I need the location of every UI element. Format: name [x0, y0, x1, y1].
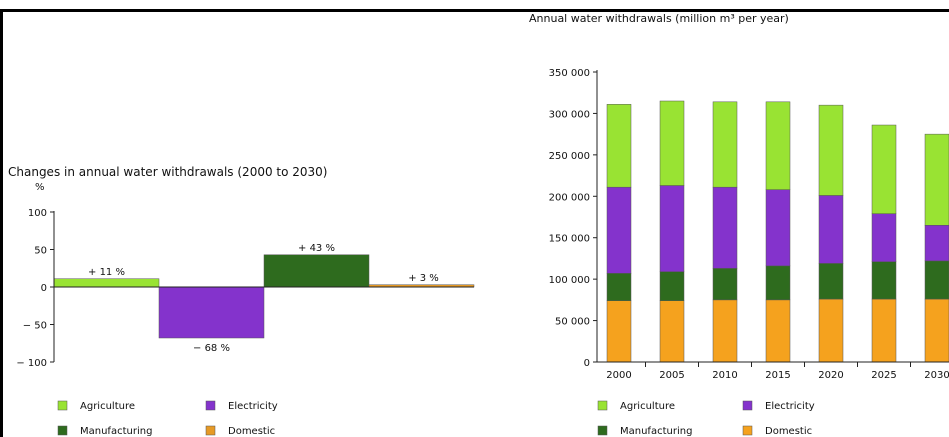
left-bar-manufacturing: [264, 255, 369, 287]
right-bar-2025-domestic: [872, 299, 896, 362]
left-y-tick-label: 50: [34, 246, 47, 257]
right-bars: [607, 101, 949, 362]
right-bar-2010-manufacturing: [713, 268, 737, 299]
right-y-ticks: 350 000 300 000 250 000 200 000 150 000 100 0…: [549, 68, 597, 369]
left-data-label: + 43 %: [298, 243, 335, 254]
right-y-tick-label: 350 000: [549, 68, 590, 79]
legend_left-label: Electricity: [228, 401, 278, 412]
right-bar-2015-domestic: [766, 300, 790, 362]
right-x-tick-label: 2005: [659, 370, 684, 381]
legend_left-label: Domestic: [228, 426, 275, 437]
left-y-tick-label: − 50: [23, 321, 47, 332]
right-bar-2025-electricity: [872, 214, 896, 262]
left-data-label: + 11 %: [88, 267, 125, 278]
legend_left-swatch-agriculture: [58, 401, 67, 410]
left-y-ticks: 100 50 0 − 50 − 100: [16, 208, 54, 369]
right-bar-2005-manufacturing: [660, 272, 684, 301]
right-bar-2030-manufacturing: [925, 261, 949, 299]
right-y-tick-label: 200 000: [549, 192, 590, 203]
right-bar-2005-domestic: [660, 301, 684, 362]
legend_left-label: Agriculture: [80, 401, 135, 412]
left-bar-electricity: [159, 287, 264, 338]
right-bar-2010-domestic: [713, 300, 737, 362]
legend-right: Agriculture Electricity Manufacturing Domes…: [598, 401, 815, 437]
legend_right-label: Electricity: [765, 401, 815, 412]
right-bar-2000-domestic: [607, 301, 631, 362]
right-bar-2030-domestic: [925, 299, 949, 362]
right-bar-2015-manufacturing: [766, 266, 790, 300]
right-bar-2025-agriculture: [872, 125, 896, 214]
legend_left-swatch-manufacturing: [58, 426, 67, 435]
right-y-tick-label: 250 000: [549, 151, 590, 162]
right-y-tick-label: 100 000: [549, 275, 590, 286]
right-y-tick-label: 150 000: [549, 234, 590, 245]
legend_left-label: Manufacturing: [80, 426, 152, 437]
right-x-tick-label: 2030: [924, 370, 949, 381]
left-y-tick-label: 100: [28, 208, 47, 219]
left-y-axis-label: %: [35, 182, 45, 193]
right-y-tick-label: 50 000: [555, 317, 590, 328]
legend_right-swatch-manufacturing: [598, 426, 607, 435]
legend_right-label: Manufacturing: [620, 426, 692, 437]
right-x-tick-label: 2020: [818, 370, 843, 381]
right-x-tick-label: 2015: [765, 370, 790, 381]
right-bar-2025-manufacturing: [872, 262, 896, 299]
right-x-tick-label: 2010: [712, 370, 737, 381]
right-chart-title: Annual water withdrawals (million m³ per…: [529, 12, 789, 25]
legend_right-label: Domestic: [765, 426, 812, 437]
left-bar-agriculture: [54, 279, 159, 287]
legend_right-swatch-agriculture: [598, 401, 607, 410]
left-chart: Changes in annual water withdrawals (200…: [8, 165, 474, 369]
right-bar-2010-agriculture: [713, 102, 737, 187]
right-x-ticks: 2000 2005 2010 2015 2020 2025 2030: [606, 362, 949, 381]
right-y-tick-label: 0: [584, 358, 590, 369]
left-data-label: − 68 %: [193, 343, 230, 354]
right-bar-2000-agriculture: [607, 104, 631, 187]
right-bar-2010-electricity: [713, 187, 737, 268]
right-x-tick-label: 2000: [606, 370, 631, 381]
legend_right-swatch-domestic: [743, 426, 752, 435]
right-bar-2005-agriculture: [660, 101, 684, 186]
right-bar-2005-electricity: [660, 186, 684, 272]
legend_right-swatch-electricity: [743, 401, 752, 410]
right-bar-2030-electricity: [925, 225, 949, 261]
right-bar-2020-domestic: [819, 299, 843, 362]
legend-left: Agriculture Electricity Manufacturing Domes…: [58, 401, 278, 437]
left-y-tick-label: 0: [41, 283, 47, 294]
right-bar-2000-manufacturing: [607, 273, 631, 300]
right-bar-2020-electricity: [819, 195, 843, 263]
left-data-label: + 3 %: [408, 273, 439, 284]
legend_left-swatch-domestic: [206, 426, 215, 435]
right-bar-2015-electricity: [766, 190, 790, 266]
left-y-tick-label: − 100: [16, 358, 47, 369]
right-bar-2015-agriculture: [766, 102, 790, 190]
legend_right-label: Agriculture: [620, 401, 675, 412]
right-x-tick-label: 2025: [871, 370, 896, 381]
right-bar-2020-manufacturing: [819, 263, 843, 299]
right-bar-2000-electricity: [607, 187, 631, 273]
left-chart-title: Changes in annual water withdrawals (200…: [8, 165, 328, 179]
right-chart: Annual water withdrawals (million m³ per…: [529, 12, 949, 381]
legend_left-swatch-electricity: [206, 401, 215, 410]
right-y-tick-label: 300 000: [549, 109, 590, 120]
right-bar-2020-agriculture: [819, 105, 843, 195]
right-bar-2030-agriculture: [925, 134, 949, 225]
